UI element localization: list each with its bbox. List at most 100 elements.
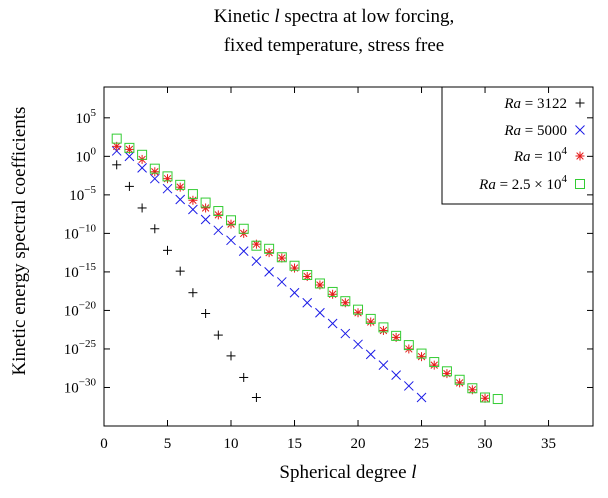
data-point bbox=[353, 308, 363, 318]
legend-label: Ra = 104 bbox=[513, 145, 568, 165]
data-point bbox=[124, 142, 135, 153]
series-2 bbox=[111, 146, 427, 403]
data-point bbox=[201, 203, 211, 213]
data-point bbox=[163, 174, 173, 184]
data-point bbox=[403, 381, 414, 391]
data-point bbox=[149, 173, 160, 184]
y-tick-label: 10−25 bbox=[64, 338, 97, 358]
data-point bbox=[111, 133, 122, 144]
data-point bbox=[124, 151, 135, 162]
data-point bbox=[226, 351, 236, 361]
data-point bbox=[302, 297, 313, 308]
data-point bbox=[340, 328, 351, 339]
data-point bbox=[150, 224, 160, 234]
y-tick-label: 10−5 bbox=[69, 184, 96, 204]
y-tick-label: 100 bbox=[76, 145, 97, 165]
legend-label: Ra = 2.5 × 104 bbox=[478, 173, 567, 193]
legend-box bbox=[441, 86, 594, 205]
data-point bbox=[327, 318, 338, 329]
plot-frame bbox=[103, 86, 594, 427]
x-tick-label: 5 bbox=[164, 436, 172, 452]
legend: Ra = 3122 Ra = 5000 Ra = 104 Ra = 2.5 × 104 bbox=[441, 86, 594, 205]
legend-marker bbox=[575, 125, 585, 135]
data-point bbox=[187, 189, 198, 200]
data-point bbox=[264, 243, 275, 254]
data-point bbox=[188, 204, 198, 215]
data-point bbox=[162, 183, 173, 194]
data-point bbox=[403, 340, 414, 351]
data-point bbox=[327, 286, 338, 297]
series-4 bbox=[111, 133, 503, 405]
data-point bbox=[353, 304, 364, 315]
data-point bbox=[289, 260, 300, 271]
data-point bbox=[289, 287, 300, 298]
x-tick-label: 35 bbox=[541, 436, 556, 452]
data-point bbox=[175, 194, 186, 205]
data-point bbox=[137, 163, 147, 173]
data-point bbox=[162, 171, 173, 182]
data-point bbox=[391, 330, 402, 341]
data-point bbox=[417, 352, 427, 362]
data-point bbox=[238, 246, 249, 256]
legend-marker bbox=[575, 98, 585, 108]
data-point bbox=[314, 278, 325, 289]
data-point bbox=[378, 322, 389, 333]
data-point bbox=[353, 339, 363, 350]
data-point bbox=[455, 378, 465, 388]
data-point bbox=[378, 360, 389, 370]
data-point bbox=[201, 309, 211, 319]
y-tick-label: 10−20 bbox=[64, 299, 97, 319]
data-point bbox=[302, 272, 312, 282]
y-axis-ticks: 105 100 10−5 10−10 10−15 10−20 10−25 10−30 bbox=[64, 107, 593, 396]
data-point bbox=[137, 149, 148, 160]
data-point bbox=[277, 253, 287, 263]
data-point bbox=[454, 374, 465, 385]
data-point bbox=[200, 197, 211, 208]
x-tick-label: 0 bbox=[100, 436, 108, 452]
data-point bbox=[276, 252, 287, 263]
data-point bbox=[163, 245, 173, 255]
data-point bbox=[213, 330, 223, 340]
data-point bbox=[188, 288, 198, 298]
series-3 bbox=[112, 141, 490, 403]
data-point bbox=[213, 210, 223, 220]
y-tick-label: 10−10 bbox=[64, 222, 97, 242]
data-point bbox=[480, 392, 491, 403]
data-point bbox=[416, 392, 427, 403]
x-tick-label: 20 bbox=[351, 436, 366, 452]
data-point bbox=[200, 214, 211, 225]
chart-title-line-2: fixed temperature, stress free bbox=[224, 35, 445, 56]
legend-label: Ra = 3122 bbox=[503, 96, 567, 112]
legend-label: Ra = 5000 bbox=[503, 123, 567, 139]
x-tick-label: 25 bbox=[414, 436, 429, 452]
data-point bbox=[213, 206, 224, 217]
data-point bbox=[149, 163, 160, 174]
data-point bbox=[328, 289, 338, 299]
data-point bbox=[226, 235, 236, 246]
data-point bbox=[302, 269, 313, 280]
data-point bbox=[492, 394, 503, 405]
data-point bbox=[188, 195, 198, 205]
data-point bbox=[416, 348, 427, 359]
data-point bbox=[213, 225, 224, 236]
x-tick-label: 15 bbox=[287, 436, 302, 452]
data-point bbox=[150, 167, 160, 177]
x-tick-label: 10 bbox=[224, 436, 239, 452]
data-point bbox=[276, 277, 287, 287]
data-point bbox=[175, 182, 185, 192]
y-tick-label: 105 bbox=[76, 107, 97, 127]
data-point bbox=[315, 307, 325, 318]
data-point bbox=[175, 179, 186, 190]
data-point bbox=[251, 240, 262, 251]
x-axis-ticks: 0 5 10 15 20 25 30 35 bbox=[100, 87, 556, 452]
data-point bbox=[429, 360, 439, 370]
series-1 bbox=[112, 160, 261, 402]
data-point bbox=[365, 313, 376, 324]
data-point bbox=[124, 181, 134, 191]
data-point bbox=[480, 393, 490, 403]
x-axis-label: Spherical degree l bbox=[279, 462, 416, 483]
data-point bbox=[264, 248, 274, 258]
data-point bbox=[251, 392, 261, 402]
data-point bbox=[365, 349, 376, 360]
